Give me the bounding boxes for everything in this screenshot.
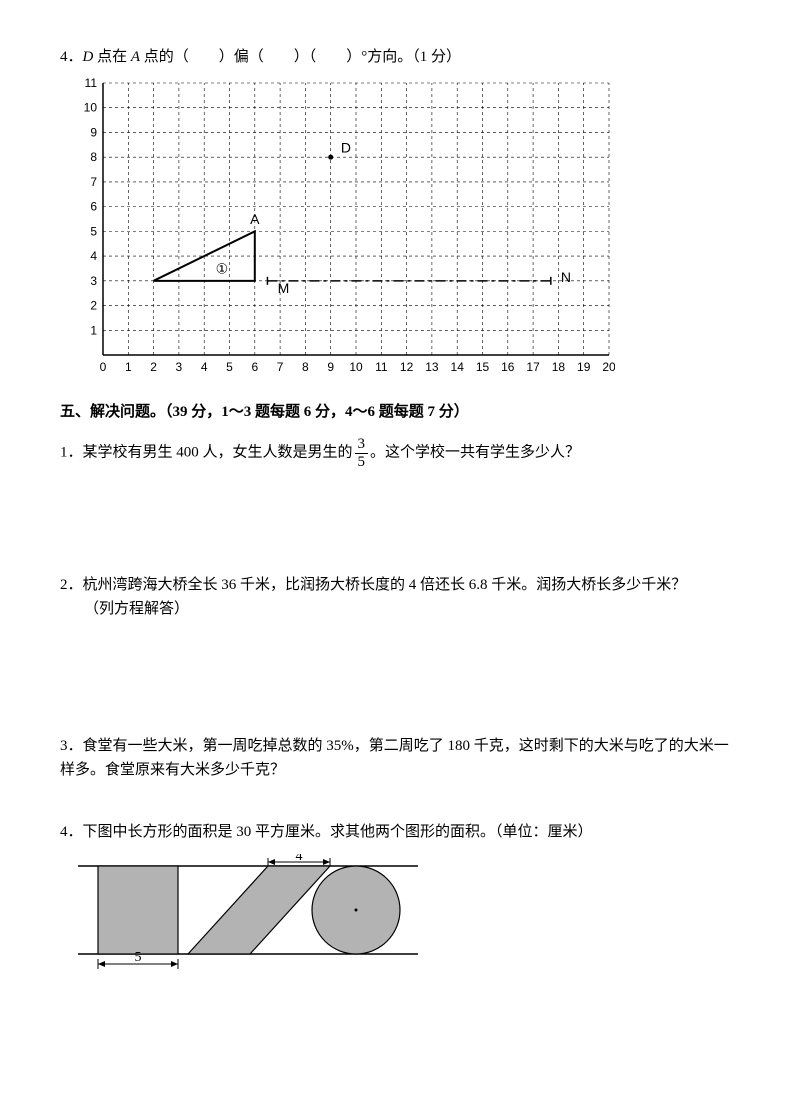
svg-text:14: 14	[451, 360, 465, 374]
svg-text:4: 4	[296, 854, 303, 864]
p1-frac-den: 5	[355, 454, 369, 471]
svg-text:7: 7	[277, 360, 284, 374]
q4-var-d: D	[83, 49, 94, 65]
svg-text:17: 17	[526, 360, 540, 374]
svg-text:6: 6	[90, 200, 97, 214]
svg-text:9: 9	[327, 360, 334, 374]
svg-text:20: 20	[602, 360, 615, 374]
geometry-svg: 54	[78, 854, 418, 974]
p2-line2: （列方程解答）	[60, 597, 740, 621]
svg-text:5: 5	[135, 950, 142, 965]
coordinate-grid-figure: 0123456789101112131415161718192012345678…	[75, 77, 740, 385]
svg-text:13: 13	[425, 360, 439, 374]
p3-num: 3．	[60, 738, 83, 754]
svg-text:N: N	[561, 269, 571, 285]
svg-text:5: 5	[90, 224, 97, 238]
q4-mid1: 点在	[93, 49, 131, 65]
svg-text:6: 6	[251, 360, 258, 374]
p1-fraction: 35	[355, 436, 369, 470]
svg-text:D: D	[341, 139, 351, 155]
svg-text:3: 3	[90, 274, 97, 288]
section-5-header: 五、解决问题。（39 分，1～3 题每题 6 分，4～6 题每题 7 分）	[60, 400, 740, 424]
svg-text:4: 4	[201, 360, 208, 374]
svg-text:0: 0	[100, 360, 107, 374]
svg-text:①: ①	[216, 262, 229, 277]
q4-prefix: 4．	[60, 49, 83, 65]
geometry-figure: 54	[78, 854, 740, 982]
problem-4: 4．下图中长方形的面积是 30 平方厘米。求其他两个图形的面积。（单位：厘米）	[60, 820, 740, 844]
problem-1: 1．某学校有男生 400 人，女生人数是男生的35。这个学校一共有学生多少人？	[60, 436, 740, 470]
svg-text:16: 16	[501, 360, 515, 374]
p2-num: 2．	[60, 577, 83, 593]
svg-text:7: 7	[90, 175, 97, 189]
svg-text:11: 11	[375, 360, 388, 374]
svg-text:18: 18	[552, 360, 566, 374]
svg-text:2: 2	[90, 299, 97, 313]
p4-num: 4．	[60, 824, 83, 840]
p3-text: 食堂有一些大米，第一周吃掉总数的 35%，第二周吃了 180 千克，这时剩下的大…	[60, 738, 729, 778]
svg-text:A: A	[250, 211, 260, 227]
svg-text:1: 1	[125, 360, 132, 374]
svg-text:2: 2	[150, 360, 157, 374]
svg-text:8: 8	[90, 150, 97, 164]
p1-t2: 。这个学校一共有学生多少人？	[370, 444, 580, 460]
svg-text:M: M	[278, 280, 290, 296]
svg-text:4: 4	[90, 249, 97, 263]
svg-text:1: 1	[90, 323, 97, 337]
svg-text:3: 3	[176, 360, 183, 374]
svg-text:9: 9	[90, 125, 97, 139]
svg-text:5: 5	[226, 360, 233, 374]
svg-text:10: 10	[84, 101, 98, 115]
svg-text:10: 10	[349, 360, 363, 374]
svg-text:15: 15	[476, 360, 490, 374]
p2-line1: 杭州湾跨海大桥全长 36 千米，比润扬大桥长度的 4 倍还长 6.8 千米。润扬…	[83, 577, 687, 593]
svg-text:11: 11	[85, 77, 98, 90]
grid-svg: 0123456789101112131415161718192012345678…	[75, 77, 615, 377]
p1-t1: 某学校有男生 400 人，女生人数是男生的	[83, 444, 353, 460]
q4-mid2: 点的（ ）偏（ ）（ ）°方向。（1 分）	[140, 49, 461, 65]
p1-num: 1．	[60, 444, 83, 460]
problem-2: 2．杭州湾跨海大桥全长 36 千米，比润扬大桥长度的 4 倍还长 6.8 千米。…	[60, 573, 740, 621]
q4-var-a: A	[131, 49, 140, 65]
svg-text:19: 19	[577, 360, 591, 374]
problem-3: 3．食堂有一些大米，第一周吃掉总数的 35%，第二周吃了 180 千克，这时剩下…	[60, 734, 740, 782]
p4-text: 下图中长方形的面积是 30 平方厘米。求其他两个图形的面积。（单位：厘米）	[83, 824, 593, 840]
question-4: 4．D 点在 A 点的（ ）偏（ ）（ ）°方向。（1 分）	[60, 45, 740, 69]
svg-text:8: 8	[302, 360, 309, 374]
svg-text:12: 12	[400, 360, 414, 374]
p1-frac-num: 3	[355, 436, 369, 454]
